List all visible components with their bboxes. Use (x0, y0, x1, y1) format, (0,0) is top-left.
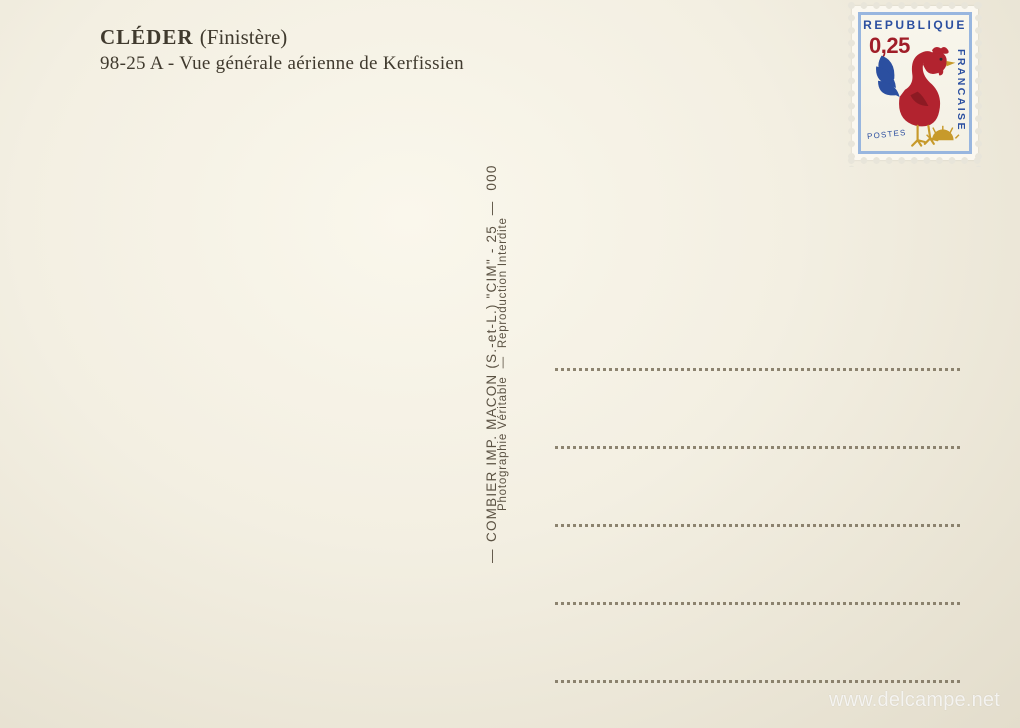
publisher-line-a: — COMBIER IMP. MACON (S.-et-L.) "CIM" - … (484, 148, 497, 580)
postcard-back: CLÉDER (Finistère) 98-25 A - Vue général… (0, 0, 1020, 728)
rooster-icon (867, 43, 961, 151)
stamp-frame: REPUBLIQUE FRANCAISE 0,25 POSTES (858, 12, 972, 154)
caption-block: CLÉDER (Finistère) 98-25 A - Vue général… (100, 24, 464, 76)
publisher-line-b: Photographie Véritable — Reproduction In… (497, 148, 510, 580)
publisher-b1: Photographie Véritable (497, 376, 509, 511)
caption-line-2: 98-25 A - Vue générale aérienne de Kerfi… (100, 52, 464, 76)
address-line (555, 602, 960, 605)
address-line (555, 446, 960, 449)
caption-line-1: CLÉDER (Finistère) (100, 24, 464, 50)
caption-sep: - (168, 53, 179, 74)
publisher-spine: — COMBIER IMP. MACON (S.-et-L.) "CIM" - … (484, 148, 510, 580)
address-line (555, 680, 960, 683)
watermark: www.delcampe.net (829, 689, 1000, 712)
publisher-b2: Reproduction Interdite (497, 217, 509, 348)
caption-title: Vue générale aérienne de Kerfissien (179, 53, 464, 74)
stamp-country-top: REPUBLIQUE (861, 18, 969, 32)
postage-stamp: REPUBLIQUE FRANCAISE 0,25 POSTES (852, 6, 978, 160)
address-line (555, 524, 960, 527)
address-line (555, 368, 960, 371)
caption-region: (Finistère) (200, 25, 287, 49)
caption-town: CLÉDER (100, 25, 194, 49)
caption-ref: 98-25 A (100, 53, 163, 74)
